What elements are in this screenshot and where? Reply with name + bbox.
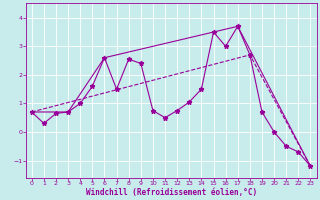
X-axis label: Windchill (Refroidissement éolien,°C): Windchill (Refroidissement éolien,°C) <box>85 188 257 197</box>
